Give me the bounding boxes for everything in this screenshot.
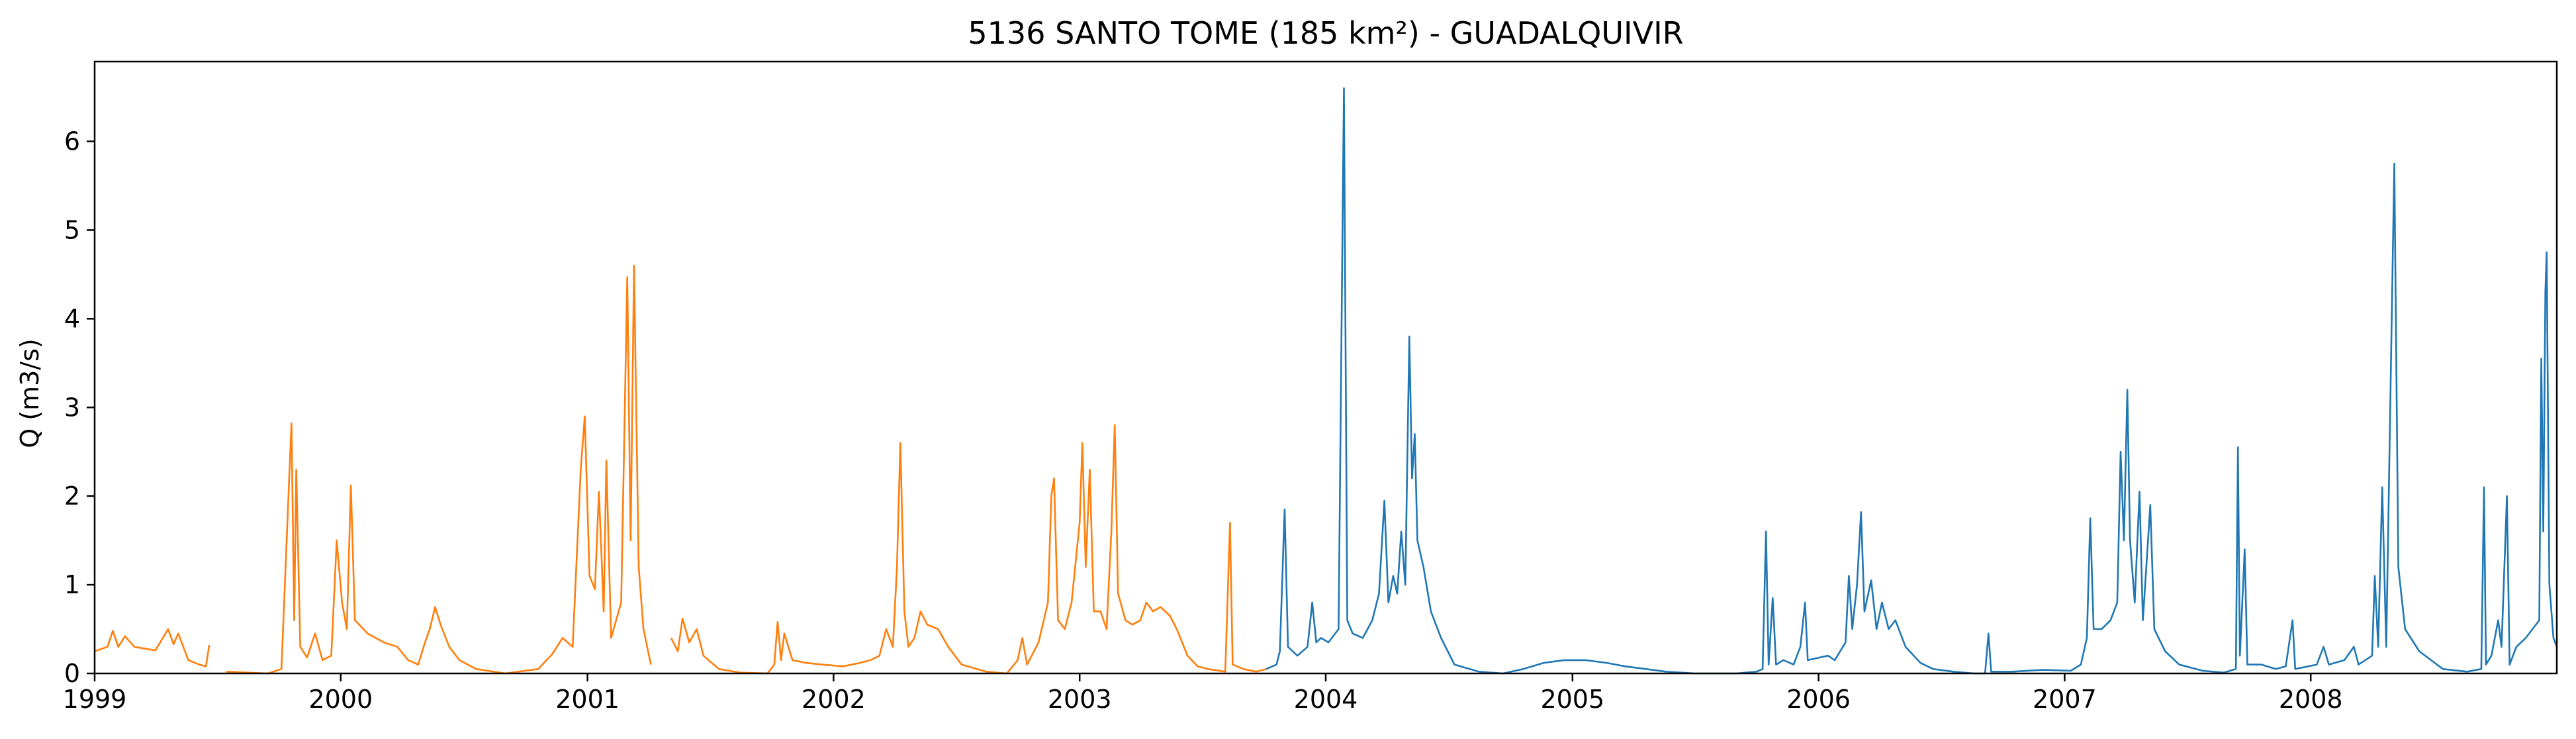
y-tick-label: 3 — [64, 393, 80, 422]
y-tick-label: 1 — [64, 570, 80, 599]
x-tick-label: 2001 — [555, 685, 620, 714]
y-tick-label: 0 — [64, 659, 80, 688]
chart-title: 5136 SANTO TOME (185 km²) - GUADALQUIVIR — [968, 15, 1683, 51]
y-tick-label: 5 — [64, 215, 80, 244]
x-tick-label: 1999 — [63, 685, 127, 714]
y-tick-label: 4 — [64, 304, 80, 333]
x-tick-label: 2005 — [1540, 685, 1604, 714]
axes-layer: 1999 2000 2001 2002 2003 2004 2005 2006 2007 2008… — [63, 127, 2343, 714]
y-tick-label: 6 — [64, 127, 80, 156]
x-tick-label: 2004 — [1294, 685, 1358, 714]
y-tick-label: 2 — [64, 481, 80, 511]
x-tick-label: 2007 — [2033, 685, 2097, 714]
x-tick-label: 2006 — [1786, 685, 1851, 714]
x-tick-label: 2000 — [308, 685, 373, 714]
series-line-1 — [94, 264, 1267, 675]
x-tick-label: 2003 — [1048, 685, 1112, 714]
x-tick-label: 2002 — [802, 685, 866, 714]
x-tick-label: 2008 — [2279, 685, 2343, 714]
plot-frame — [93, 60, 2558, 675]
y-axis-label: Q (m3/s) — [15, 338, 44, 448]
